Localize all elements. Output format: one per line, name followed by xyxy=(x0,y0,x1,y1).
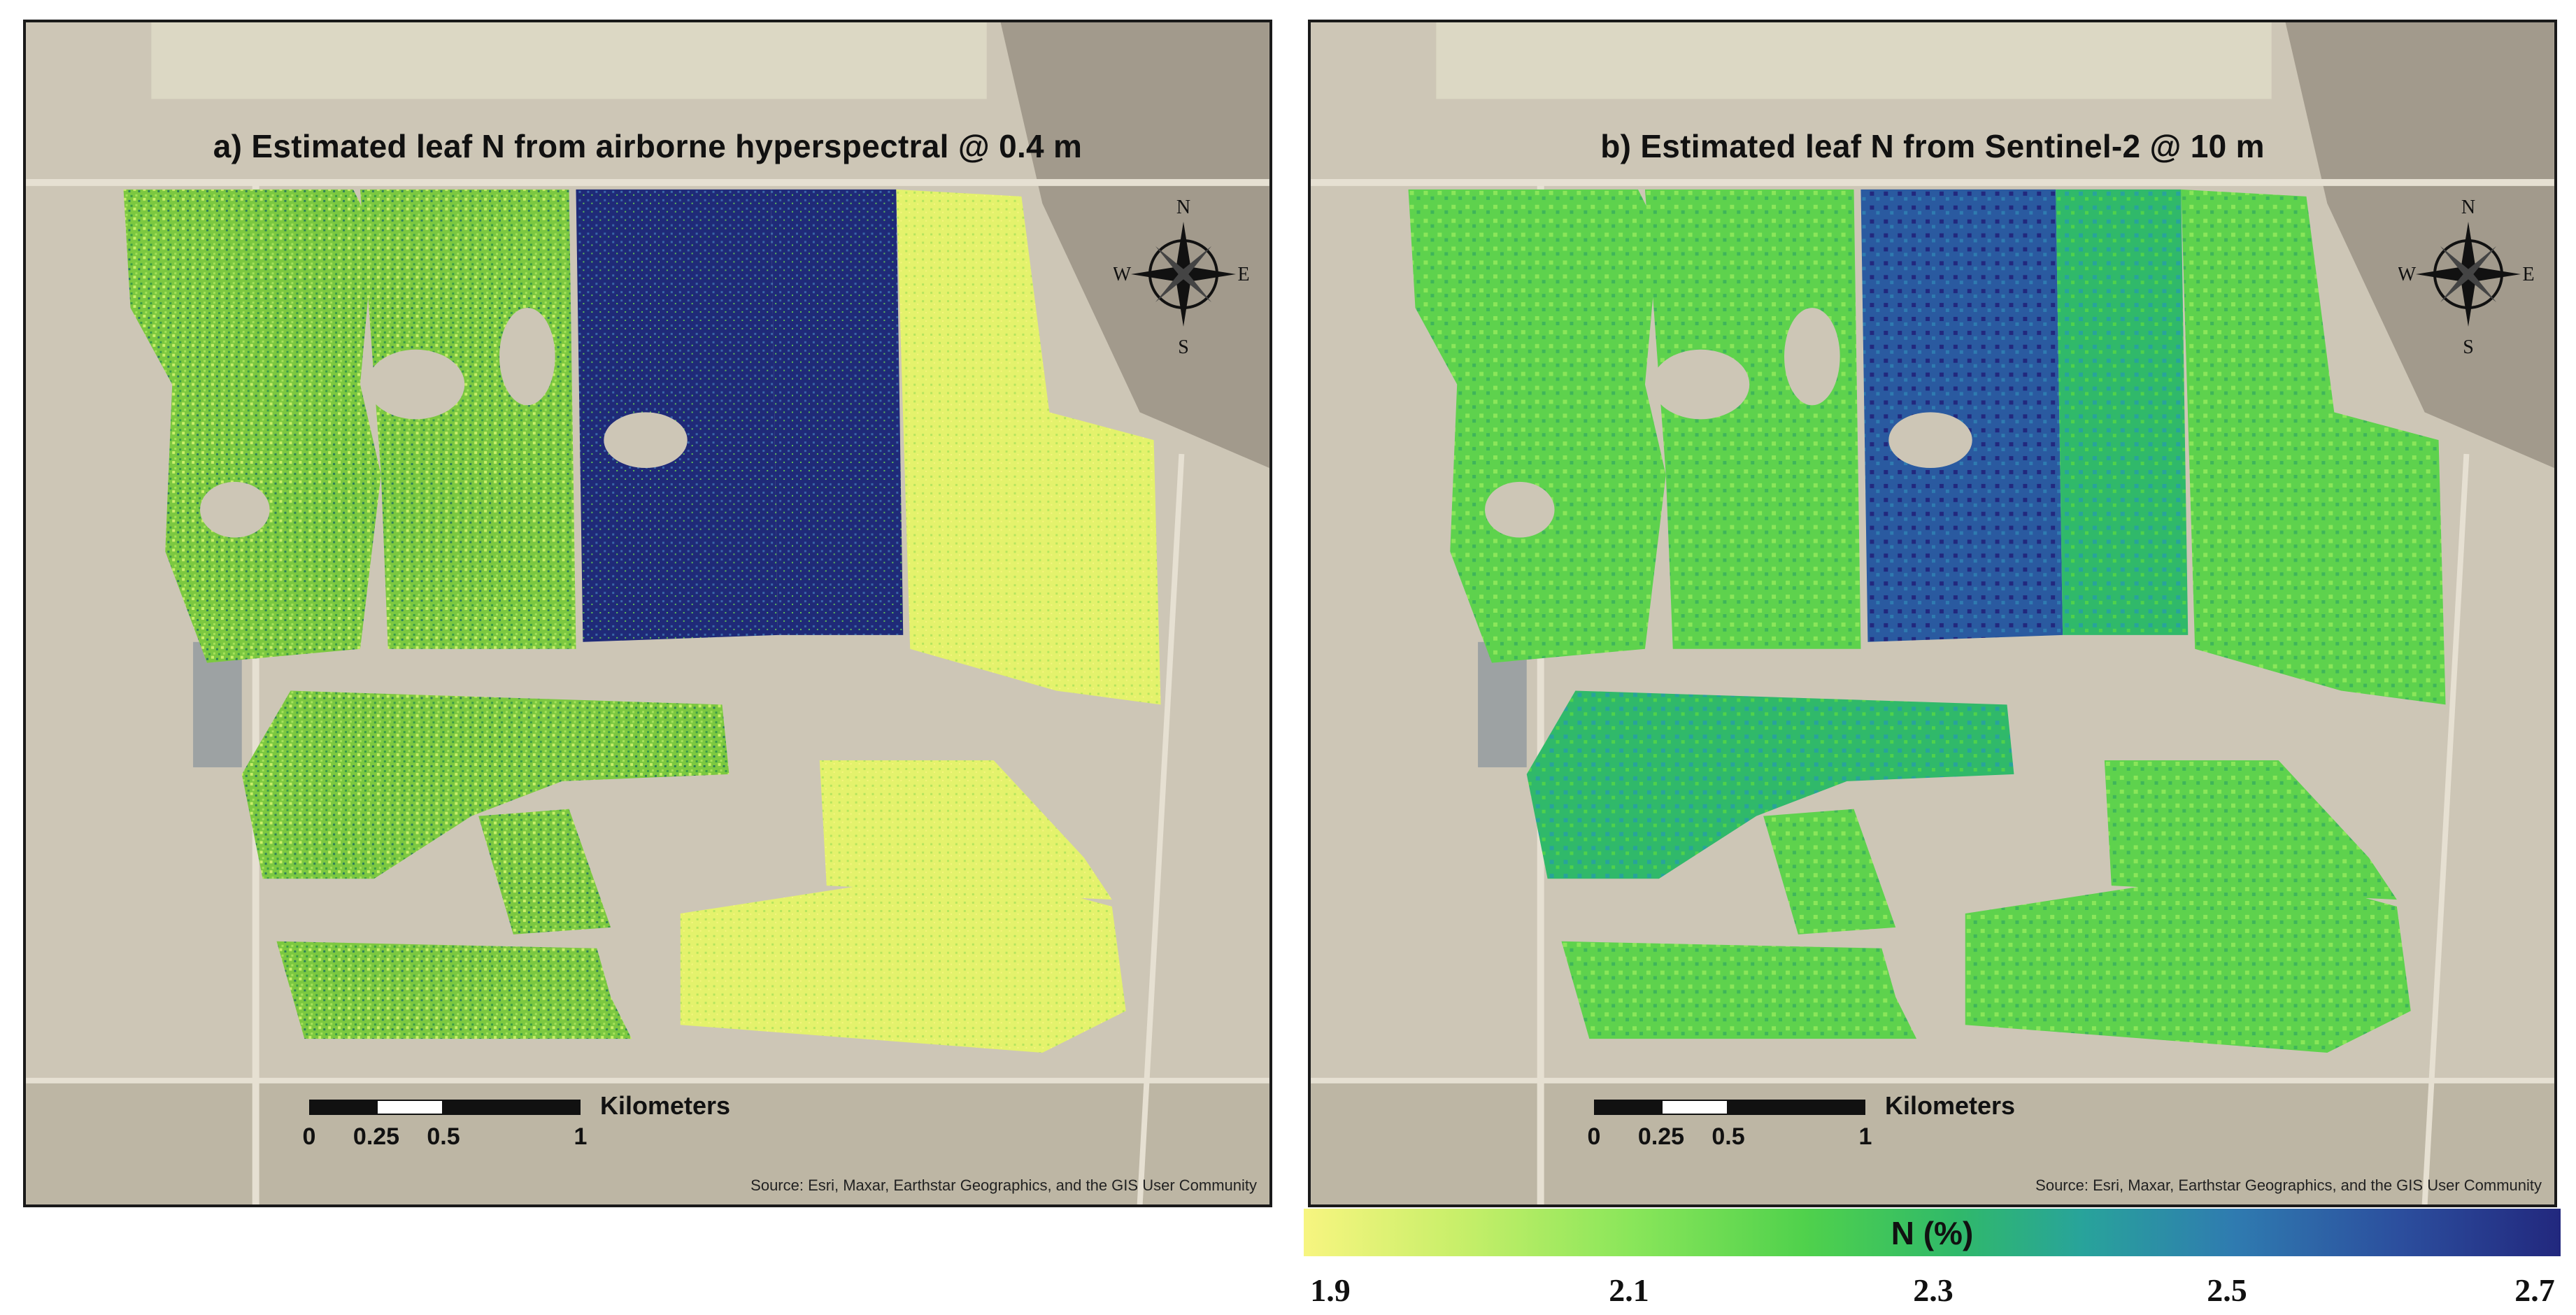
basemap-lake xyxy=(1478,641,1527,767)
compass-west: W xyxy=(1113,264,1132,285)
legend-tick: 2.3 xyxy=(1913,1272,1954,1308)
map-panel-b: b) Estimated leaf N from Sentinel-2 @ 10… xyxy=(1308,20,2557,1207)
scale-unit: Kilometers xyxy=(1885,1091,2016,1120)
scale-tick: 0.5 xyxy=(1712,1123,1745,1150)
scale-segment xyxy=(376,1100,443,1115)
basemap-town xyxy=(26,1080,1269,1204)
leaf-n-fields-a xyxy=(123,189,1161,1053)
scale-tick: 0 xyxy=(302,1123,316,1150)
compass-north: N xyxy=(1176,197,1190,218)
scale-segment xyxy=(1661,1100,1728,1115)
scale-tick: 0.25 xyxy=(1637,1123,1685,1150)
color-legend: N (%) 1.9 2.1 2.3 2.5 2.7 xyxy=(1304,1209,2561,1314)
scale-unit: Kilometers xyxy=(600,1091,731,1120)
map-canvas-a xyxy=(26,22,1269,1204)
legend-color-ramp xyxy=(1304,1209,2561,1256)
scale-tick: 1 xyxy=(574,1123,588,1150)
leaf-n-fields-b xyxy=(1408,189,2446,1053)
scale-segment xyxy=(443,1100,581,1115)
scale-bar: Kilometers 0 0.25 0.5 1 xyxy=(1588,1091,2084,1184)
basemap-town xyxy=(1311,1080,2554,1204)
basemap-field-top xyxy=(1436,22,2272,99)
scale-tick: 0 xyxy=(1587,1123,1601,1150)
panel-title: b) Estimated leaf N from Sentinel-2 @ 10… xyxy=(1600,128,2265,164)
basemap-forest xyxy=(2285,22,2554,468)
field-gaps-a xyxy=(200,308,688,538)
attribution: Source: Esri, Maxar, Earthstar Geographi… xyxy=(2035,1177,2542,1194)
legend-tick: 1.9 xyxy=(1310,1272,1351,1308)
north-arrow-icon: N S E W xyxy=(2398,197,2535,355)
scale-tick: 0.5 xyxy=(427,1123,460,1150)
basemap-field-top xyxy=(151,22,987,99)
legend-title: N (%) xyxy=(1891,1215,1974,1251)
basemap-lake xyxy=(193,641,242,767)
legend-tick: 2.7 xyxy=(2514,1272,2555,1308)
compass-south: S xyxy=(2463,336,2474,355)
legend-tick: 2.5 xyxy=(2207,1272,2247,1308)
map-canvas-b xyxy=(1311,22,2554,1204)
basemap-forest xyxy=(1000,22,1269,468)
compass-north: N xyxy=(2461,197,2475,218)
panel-title: a) Estimated leaf N from airborne hypers… xyxy=(213,128,1083,164)
scale-segment xyxy=(1594,1100,1661,1115)
scale-bar: Kilometers 0 0.25 0.5 1 xyxy=(303,1091,799,1184)
scale-tick: 0.25 xyxy=(353,1123,400,1150)
legend-tick: 2.1 xyxy=(1609,1272,1649,1308)
field-gaps-b xyxy=(1485,308,1972,538)
basemap-road xyxy=(2421,453,2470,1204)
scale-segment xyxy=(309,1100,376,1115)
compass-west: W xyxy=(2398,264,2417,285)
map-panel-a: a) Estimated leaf N from airborne hypers… xyxy=(23,20,1272,1207)
compass-south: S xyxy=(1178,336,1189,355)
attribution: Source: Esri, Maxar, Earthstar Geographi… xyxy=(750,1177,1257,1194)
scale-segment xyxy=(1728,1100,1865,1115)
scale-tick: 1 xyxy=(1858,1123,1872,1150)
basemap-road xyxy=(1137,453,1185,1204)
compass-east: E xyxy=(1237,264,1249,285)
compass-east: E xyxy=(2522,264,2534,285)
north-arrow-icon: N S E W xyxy=(1113,197,1250,355)
